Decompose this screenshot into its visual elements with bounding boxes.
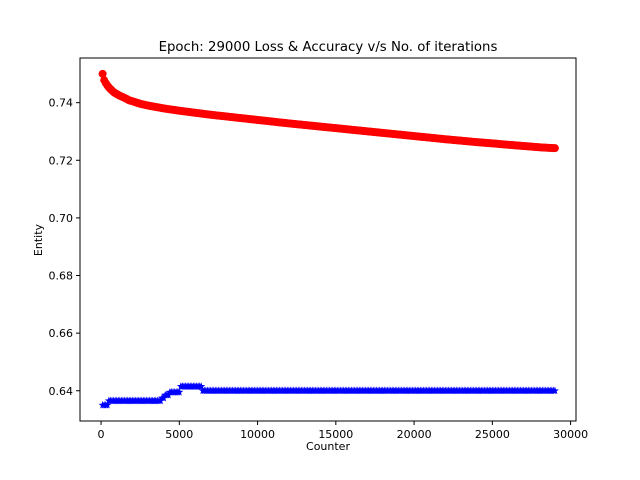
- chart-title: Epoch: 29000 Loss & Accuracy v/s No. of …: [159, 40, 498, 55]
- x-axis: 0 5000 10000 15000 20000 25000 30000: [98, 421, 588, 441]
- data-point: [550, 144, 559, 153]
- y-tick-label: 0.66: [49, 327, 74, 340]
- y-axis-label: Entity: [32, 223, 45, 256]
- data-point: [550, 386, 559, 395]
- data-point: [98, 69, 107, 78]
- axes-frame: [79, 57, 577, 422]
- x-tick-label: 15000: [318, 428, 353, 441]
- data-point: [103, 400, 112, 409]
- series-2: [98, 382, 559, 409]
- x-tick-label: 10000: [240, 428, 275, 441]
- x-tick-label: 20000: [397, 428, 432, 441]
- y-tick-label: 0.70: [49, 212, 74, 225]
- x-tick-label: 30000: [553, 428, 588, 441]
- series-layer: [98, 69, 559, 409]
- y-tick-label: 0.72: [49, 154, 74, 167]
- x-tick-label: 5000: [165, 428, 193, 441]
- y-axis: 0.64 0.66 0.68 0.70 0.72 0.74: [49, 97, 80, 398]
- x-tick-label: 0: [98, 428, 105, 441]
- x-axis-label: Counter: [306, 440, 350, 453]
- x-tick-label: 25000: [475, 428, 510, 441]
- data-point: [197, 382, 206, 390]
- y-tick-label: 0.64: [49, 385, 74, 398]
- y-tick-label: 0.74: [49, 97, 74, 110]
- y-tick-label: 0.68: [49, 270, 74, 283]
- data-point: [175, 387, 184, 396]
- series-1: [98, 69, 559, 153]
